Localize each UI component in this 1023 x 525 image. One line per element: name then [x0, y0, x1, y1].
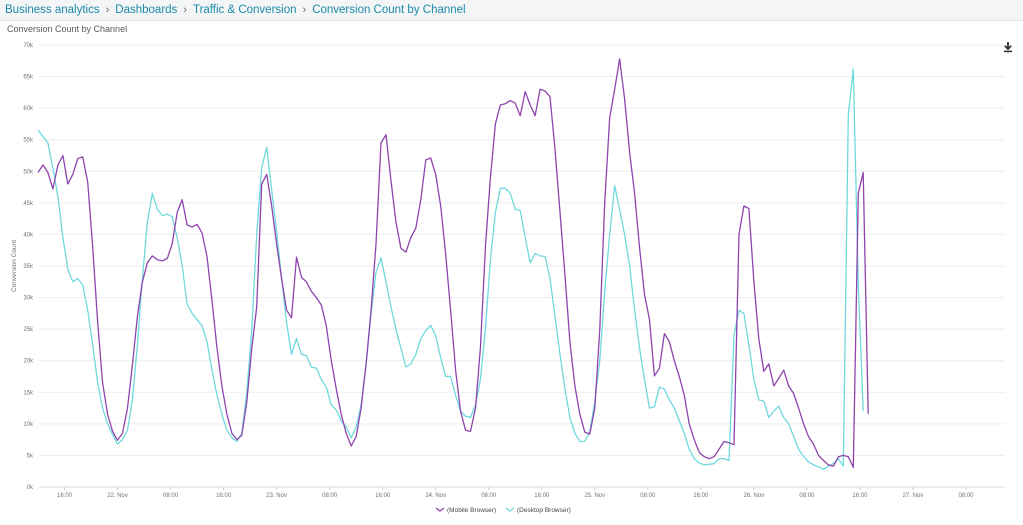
x-tick-label: 26. Nov: [744, 493, 765, 499]
legend-item-desktop-browser: (Desktop Browser): [517, 507, 571, 514]
download-icon[interactable]: [1001, 40, 1015, 54]
series-line-desktop-browser: [37, 68, 864, 470]
legend-swatch: [435, 507, 445, 512]
y-tick-label: 70k: [23, 43, 34, 49]
chart-panel: Conversion Count by Channel 0k 5k 10k 15k 20…: [0, 20, 1023, 525]
breadcrumb: Business analytics › Dashboards › Traffi…: [5, 2, 466, 18]
x-tick-label: 16:00: [375, 493, 391, 499]
x-tick-label: 16:00: [852, 493, 868, 499]
y-tick-label: 15k: [23, 390, 34, 396]
x-tick-label: 16:00: [534, 493, 550, 499]
y-tick-label: 55k: [23, 138, 34, 144]
y-tick-label: 10k: [23, 422, 34, 428]
series-line-mobile-browser: [37, 58, 869, 469]
x-tick-label: 24. Nov: [425, 493, 446, 499]
y-tick-label: 5k: [27, 453, 34, 459]
x-tick-label: 08:00: [799, 493, 815, 499]
x-tick-label: 16:00: [57, 493, 73, 499]
y-tick-label: 50k: [23, 169, 34, 175]
x-tick-label: 23. Nov: [266, 493, 287, 499]
breadcrumb-business-analytics[interactable]: Business analytics: [5, 4, 100, 16]
breadcrumb-conversion-count[interactable]: Conversion Count by Channel: [312, 4, 466, 16]
y-tick-label: 35k: [23, 264, 34, 270]
y-tick-label: 45k: [23, 201, 34, 207]
legend-swatch: [505, 507, 515, 512]
breadcrumb-separator: ›: [105, 4, 110, 16]
x-tick-label: 22. Nov: [107, 493, 128, 499]
x-tick-label: 27. Nov: [903, 493, 924, 499]
breadcrumb-separator: ›: [302, 4, 307, 16]
legend-item-mobile-browser: (Mobile Browser): [447, 507, 496, 514]
x-tick-label: 08:00: [322, 493, 338, 499]
x-tick-label: 16:00: [216, 493, 232, 499]
y-tick-label: 20k: [23, 359, 34, 365]
y-tick-label: 25k: [23, 327, 34, 333]
x-tick-label: 08:00: [481, 493, 497, 499]
x-tick-label: 08:00: [640, 493, 656, 499]
conversion-chart: 0k 5k 10k 15k 20k 25k 30k 35k 40k 45k 50k 55k 60k 65k…: [11, 43, 1005, 514]
y-tick-label: 65k: [23, 75, 34, 81]
y-axis-label: Conversion Count: [11, 240, 18, 292]
panel-title: Conversion Count by Channel: [7, 24, 128, 34]
x-tick-label: 08:00: [958, 493, 974, 499]
x-tick-label: 16:00: [693, 493, 709, 499]
breadcrumb-separator: ›: [183, 4, 187, 16]
breadcrumb-traffic-conversion[interactable]: Traffic & Conversion: [192, 4, 297, 16]
y-tick-label: 40k: [23, 232, 34, 238]
breadcrumb-dashboards[interactable]: Dashboards: [115, 4, 178, 16]
y-tick-label: 30k: [23, 296, 34, 302]
x-tick-label: 08:00: [163, 493, 179, 499]
y-tick-label: 0k: [27, 485, 34, 491]
x-tick-label: 25. Nov: [584, 493, 605, 499]
y-tick-label: 60k: [23, 106, 34, 112]
